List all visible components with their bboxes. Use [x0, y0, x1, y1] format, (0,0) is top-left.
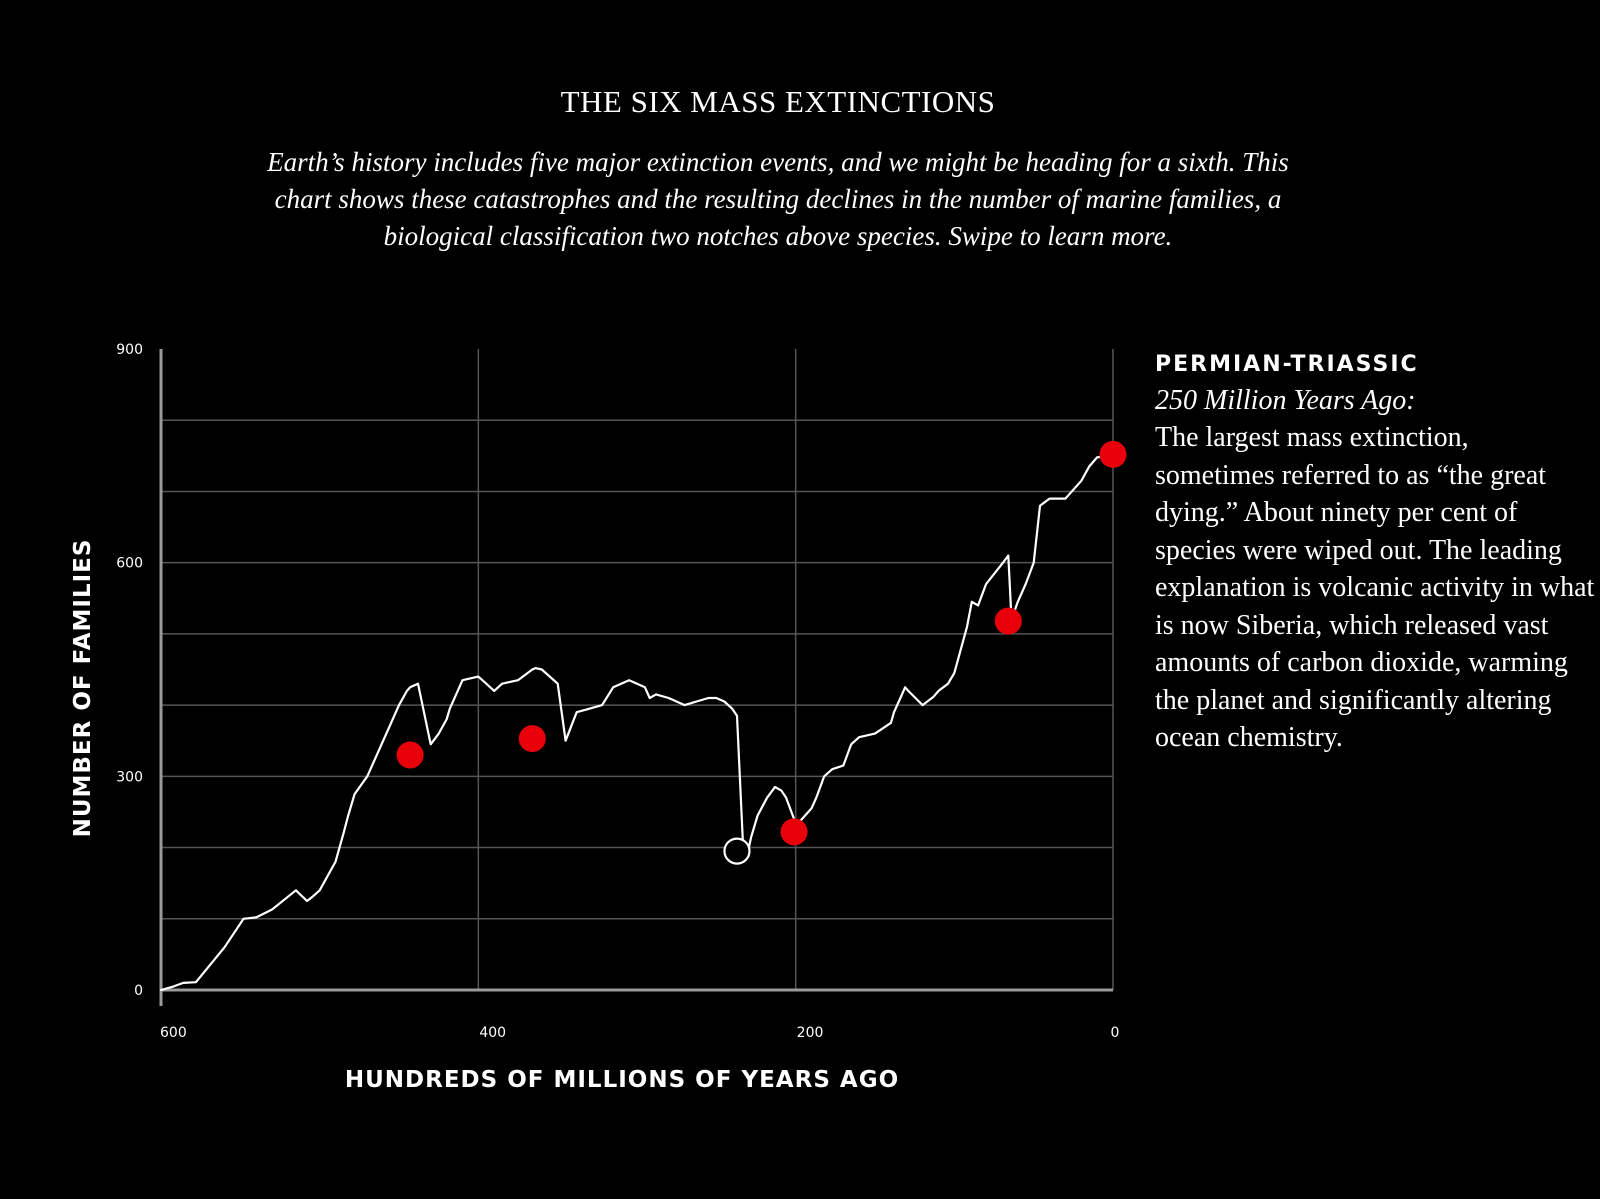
- grid: [161, 349, 1114, 990]
- x-tick-label-600: 600: [160, 1025, 187, 1041]
- event-marker-1[interactable]: [518, 725, 546, 753]
- event-description: The largest mass extinction, sometimes r…: [1155, 422, 1595, 753]
- y-tick-label-300: 300: [116, 769, 143, 785]
- series-line-group: [159, 454, 1115, 992]
- y-tick-label-900: 900: [116, 342, 143, 358]
- event-name: PERMIAN-TRIASSIC: [1155, 352, 1419, 377]
- series-line-0: [159, 454, 1115, 992]
- x-tick-label-200: 200: [797, 1025, 824, 1041]
- event-markers[interactable]: [396, 440, 1127, 865]
- axes: [159, 349, 1113, 1006]
- chart-title: THE SIX MASS EXTINCTIONS: [560, 84, 996, 119]
- event-detail-panel: PERMIAN-TRIASSIC 250 Million Years Ago: …: [1155, 348, 1595, 757]
- event-date: 250 Million Years Ago:: [1155, 385, 1416, 416]
- chart-subtitle: Earth’s history includes five major exti…: [267, 147, 1289, 251]
- event-marker-5[interactable]: [1099, 440, 1127, 468]
- x-tick-label-400: 400: [479, 1025, 506, 1041]
- tick-labels: 0 300 600 900 600 400 200 0: [116, 342, 1119, 1041]
- event-marker-3[interactable]: [780, 818, 808, 846]
- y-axis-title: NUMBER OF FAMILIES: [70, 539, 96, 838]
- event-marker-2[interactable]: [723, 837, 751, 865]
- y-tick-label-0: 0: [134, 983, 143, 999]
- x-tick-label-0: 0: [1111, 1025, 1120, 1041]
- event-marker-4[interactable]: [994, 607, 1022, 635]
- x-axis-title: HUNDREDS OF MILLIONS OF YEARS AGO: [345, 1067, 899, 1093]
- y-tick-label-600: 600: [116, 556, 143, 572]
- event-marker-0[interactable]: [396, 741, 424, 769]
